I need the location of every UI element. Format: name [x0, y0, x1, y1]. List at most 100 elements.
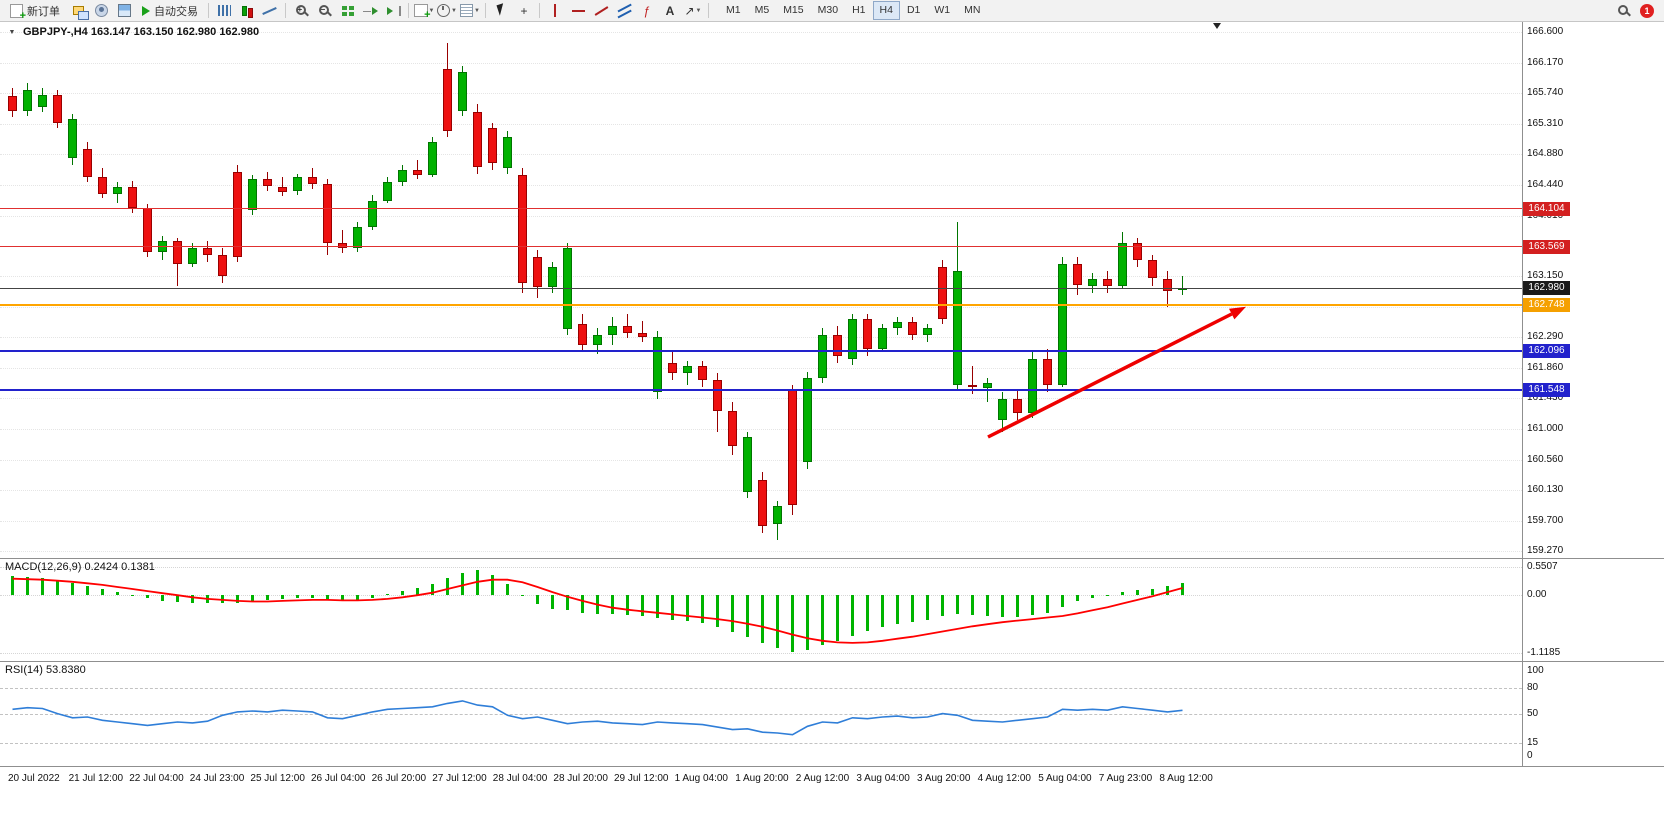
zoom-out-button[interactable]: −: [313, 2, 335, 20]
trend-arrow[interactable]: [0, 22, 1522, 558]
candle-bear: [833, 335, 842, 357]
chart-shift-marker[interactable]: [1213, 23, 1221, 29]
fibonacci-button[interactable]: ƒ: [636, 2, 658, 20]
macd-histogram-bar: [41, 578, 44, 596]
timeframe-button-m5[interactable]: M5: [754, 4, 770, 16]
macd-histogram-bar: [311, 595, 314, 598]
time-axis[interactable]: 20 Jul 2022 21 Jul 12:00 22 Jul 04:00 24 Ju…: [0, 767, 1664, 795]
main-chart-pane[interactable]: GBPJPY-,H4 163.147 163.150 162.980 162.9…: [0, 22, 1664, 559]
rsi-axis-label: 50: [1527, 707, 1539, 719]
horizontal-line-object[interactable]: [0, 350, 1522, 352]
charts-cascade-button[interactable]: [67, 2, 89, 20]
channel-button[interactable]: [613, 2, 635, 20]
candle-bull: [593, 335, 602, 345]
price-axis-label: 161.000: [1527, 422, 1564, 434]
candle-bear: [1013, 398, 1022, 413]
rsi-pane[interactable]: RSI(14) 53.8380 100 80 50 15 0: [0, 662, 1664, 767]
macd-histogram-bar: [536, 595, 539, 605]
periods-button[interactable]: ▼: [436, 2, 458, 20]
timeframe-button-m30[interactable]: M30: [817, 4, 839, 16]
templates-button[interactable]: ▼: [459, 2, 481, 20]
candle-bull: [383, 182, 392, 201]
trendline-button[interactable]: [590, 2, 612, 20]
price-axis-label: 160.130: [1527, 484, 1564, 496]
horizontal-line-object[interactable]: [0, 208, 1522, 210]
candle-bear: [533, 257, 542, 287]
horizontal-line-object[interactable]: [0, 303, 1522, 306]
candle-bull: [743, 437, 752, 493]
chart-shift-icon: [386, 5, 401, 17]
profiles-button[interactable]: [90, 2, 112, 20]
indicators-button[interactable]: ▼: [413, 2, 435, 21]
macd-histogram-bar: [131, 595, 134, 597]
market-watch-button[interactable]: [113, 2, 135, 20]
time-axis-label: 28 Jul 20:00: [553, 773, 608, 784]
macd-axis-label: -1.1185: [1527, 647, 1561, 659]
macd-pane[interactable]: MACD(12,26,9) 0.2424 0.1381 0.5507 0.00 -1…: [0, 559, 1664, 662]
symbol-header: GBPJPY-,H4 163.147 163.150 162.980 162.9…: [6, 26, 259, 38]
chart-shift-button[interactable]: [382, 2, 404, 20]
macd-histogram-bar: [446, 577, 449, 596]
candle-bear: [308, 177, 317, 185]
arrows-tool-button[interactable]: ↗ ▼: [682, 2, 704, 20]
candle-bear: [908, 322, 917, 336]
timeframe-button-h1[interactable]: H1: [852, 4, 866, 16]
candle-bear: [728, 410, 737, 447]
candle-bear: [713, 380, 722, 411]
macd-histogram-bar: [581, 595, 584, 613]
candle-bear: [338, 243, 347, 249]
timeframe-button-mn[interactable]: MN: [964, 4, 981, 16]
horizontal-line-button[interactable]: [567, 2, 589, 20]
crosshair-icon: +: [520, 3, 528, 18]
candle-bull: [998, 398, 1007, 420]
auto-scroll-button[interactable]: [359, 2, 381, 20]
line-chart-button[interactable]: [259, 2, 281, 20]
profile-icon: [94, 4, 108, 17]
timeframe-button-m1[interactable]: M1: [726, 4, 741, 16]
candle-bear: [473, 111, 482, 167]
macd-histogram-bar: [701, 595, 704, 624]
bar-chart-button[interactable]: [213, 2, 235, 20]
new-order-button[interactable]: 新订单: [4, 0, 66, 22]
candlestick-chart-button[interactable]: [236, 2, 258, 20]
macd-histogram-bar: [776, 595, 779, 648]
timeframe-button-d1[interactable]: D1: [906, 4, 921, 16]
price-gridline: [0, 337, 1522, 339]
search-icon[interactable]: [1617, 4, 1630, 17]
price-gridline: [0, 185, 1522, 187]
rsi-line: [12, 700, 1183, 736]
price-gridline: [0, 276, 1522, 278]
bar-chart-icon: [217, 5, 231, 16]
one-click-trading-toggle[interactable]: [6, 27, 18, 38]
candle-bear: [638, 333, 647, 337]
horizontal-line-object[interactable]: [0, 246, 1522, 248]
autotrading-button[interactable]: 自动交易: [136, 0, 204, 22]
chevron-down-icon: ▼: [428, 7, 435, 14]
notification-badge[interactable]: 1: [1640, 3, 1654, 18]
candle-bull: [458, 71, 467, 112]
text-tool-button[interactable]: A: [659, 2, 681, 20]
macd-histogram-bar: [566, 595, 569, 610]
crosshair-button[interactable]: +: [513, 2, 535, 20]
zoom-in-button[interactable]: +: [290, 2, 312, 20]
macd-histogram-bar: [866, 595, 869, 632]
toolbar-separator: [208, 3, 209, 18]
timeframe-button-w1[interactable]: W1: [934, 4, 951, 16]
candle-bear: [173, 241, 182, 265]
macd-histogram-bar: [806, 595, 809, 651]
price-axis-label: 160.560: [1527, 453, 1564, 465]
candle-bull: [803, 377, 812, 463]
vertical-line-button[interactable]: [544, 2, 566, 20]
line-chart-icon: [263, 5, 277, 17]
candle-bull: [503, 137, 512, 169]
candle-bull: [428, 141, 437, 176]
cursor-button[interactable]: [490, 2, 512, 20]
tile-windows-icon: [341, 5, 347, 10]
timeframe-button-m15[interactable]: M15: [783, 4, 804, 16]
rsi-level-line: [0, 688, 1522, 690]
macd-histogram-bar: [116, 592, 119, 596]
horizontal-line-object[interactable]: [0, 388, 1522, 391]
timeframe-button-h4[interactable]: H4: [872, 1, 900, 20]
tile-windows-button[interactable]: [336, 2, 358, 20]
macd-histogram-bar: [1016, 595, 1019, 617]
